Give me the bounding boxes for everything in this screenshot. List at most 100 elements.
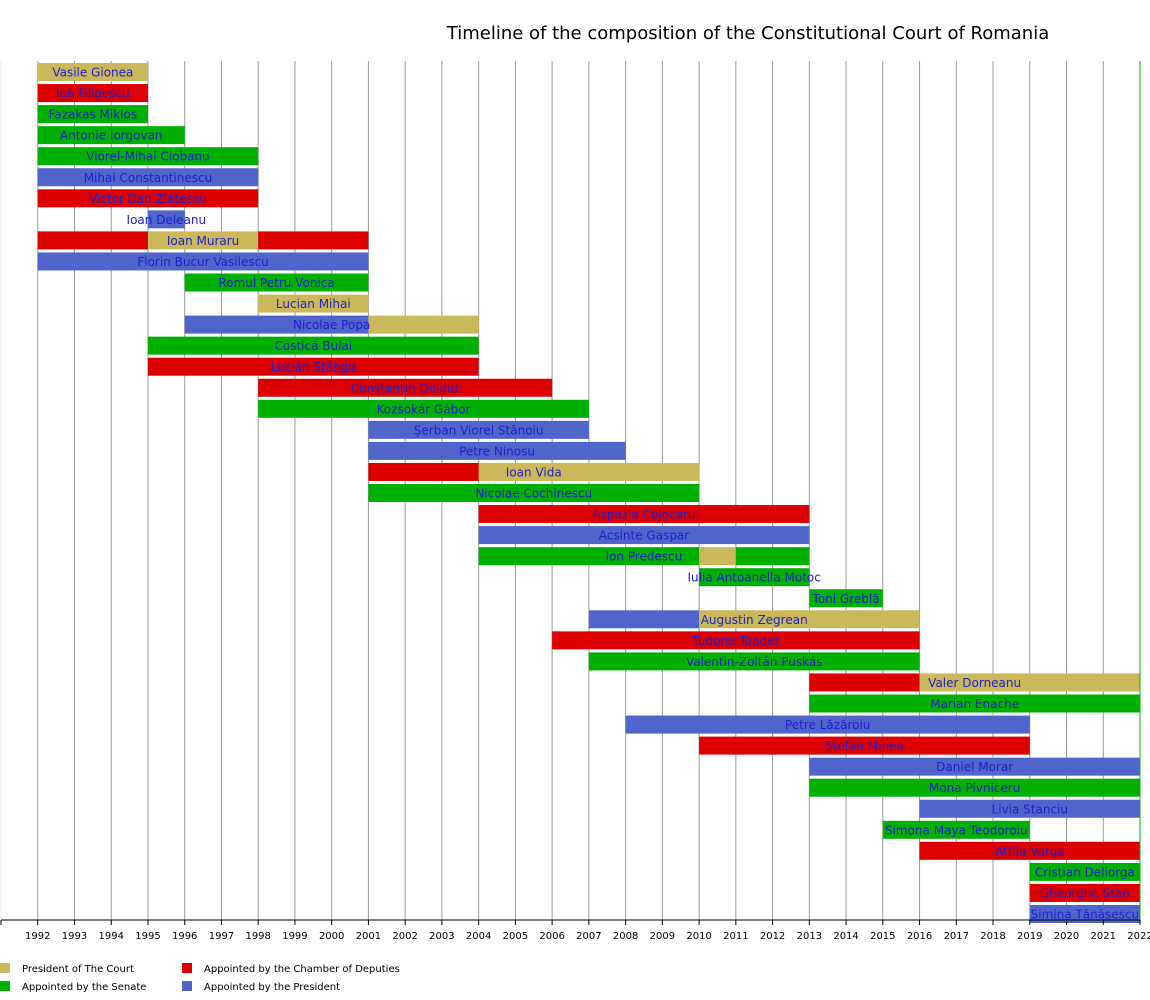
- member-row: Cristian Deliorga: [1029, 862, 1140, 881]
- term-bar: [368, 462, 479, 481]
- member-row: Kozsokár Gábor: [258, 399, 589, 418]
- member-row: Ioan Deleanu: [127, 210, 206, 229]
- member-name: Şerban Viorel Stănoiu: [414, 423, 544, 437]
- member-name: Attila Varga: [995, 844, 1065, 858]
- x-tick-label: 2000: [319, 931, 344, 942]
- x-tick-label: 2006: [539, 931, 564, 942]
- member-row: Lucian Stângu: [147, 357, 479, 376]
- member-name: Mona Pivniceru: [929, 781, 1020, 795]
- x-tick-label: 2016: [907, 931, 932, 942]
- term-bar: [478, 547, 700, 566]
- x-tick-label: 2002: [392, 931, 417, 942]
- member-row: Simina Tănăsescu: [1029, 905, 1140, 923]
- member-name: Petre Lăzăroiu: [785, 718, 870, 732]
- member-name: Romul Petru Vonica: [218, 276, 334, 290]
- member-row: Nicolae Popa: [184, 315, 479, 334]
- term-bar: [368, 484, 700, 502]
- x-tick-label: 2008: [613, 931, 638, 942]
- member-row: Mihai Constantinescu: [37, 168, 259, 187]
- term-bar: [919, 673, 1140, 692]
- member-row: Ioan Muraru: [37, 231, 369, 250]
- term-bar: [625, 715, 1030, 734]
- term-bar: [699, 568, 810, 587]
- term-bar: [735, 547, 810, 566]
- x-tick-label: 2019: [1017, 931, 1042, 942]
- term-bar: [699, 736, 1030, 755]
- member-name: Victor-Dan Zlătescu: [89, 192, 207, 206]
- term-bar: [919, 799, 1140, 818]
- member-name: Tudorel Toader: [691, 634, 779, 648]
- term-bar: [1029, 905, 1140, 923]
- term-bar: [809, 589, 883, 608]
- term-bar: [37, 105, 148, 124]
- member-row: Ştefan Minea: [699, 736, 1030, 755]
- term-bar: [588, 652, 920, 671]
- legend-swatch: [182, 981, 192, 991]
- term-bar: [1029, 862, 1140, 881]
- member-row: Ion Filipescu: [37, 84, 148, 103]
- term-bar: [184, 273, 369, 292]
- member-name: Mihai Constantinescu: [84, 171, 213, 185]
- term-bar: [37, 147, 259, 166]
- term-bar: [147, 357, 479, 376]
- member-name: Florin Bucur Vasilescu: [137, 255, 268, 269]
- member-row: Valer Dorneanu: [809, 673, 1140, 692]
- x-tick-label: 2010: [686, 931, 711, 942]
- member-name: Cristian Deliorga: [1035, 865, 1135, 879]
- legend-item: Appointed by the Senate: [0, 981, 146, 993]
- x-tick-label: 1995: [135, 931, 160, 942]
- x-tick-label: 1994: [98, 931, 123, 942]
- term-bar: [478, 462, 700, 481]
- member-row: Acsinte Gaspar: [478, 526, 810, 545]
- term-bar: [37, 231, 148, 250]
- member-row: Attila Varga: [919, 841, 1140, 860]
- term-bar: [258, 399, 589, 418]
- member-name: Augustin Zegrean: [701, 613, 808, 627]
- x-tick-label: 2004: [466, 931, 491, 942]
- member-name: Costică Bulai: [274, 339, 352, 353]
- member-name: Kozsokár Gábor: [377, 402, 471, 416]
- member-name: Simona Maya Teodoroiu: [885, 823, 1028, 837]
- member-row: Aspazia Cojocaru: [478, 505, 810, 524]
- term-bar: [37, 252, 369, 271]
- member-name: Daniel Morar: [936, 760, 1013, 774]
- term-bar: [1029, 883, 1140, 902]
- member-row: Florin Bucur Vasilescu: [37, 252, 369, 271]
- member-name: Viorel-Mihai Ciobanu: [86, 150, 209, 164]
- term-bar: [184, 315, 369, 334]
- x-tick-label: 2013: [797, 931, 822, 942]
- term-bar: [368, 315, 479, 334]
- x-tick-label: 2017: [944, 931, 969, 942]
- member-row: Lucian Mihai: [258, 294, 369, 313]
- term-bar: [552, 631, 920, 650]
- legend-swatch: [182, 963, 192, 973]
- legend-label: President of The Court: [22, 964, 134, 975]
- legend-label: Appointed by the President: [204, 982, 340, 993]
- member-row: Viorel-Mihai Ciobanu: [37, 147, 259, 166]
- legend-item: Appointed by the Chamber of Deputies: [182, 963, 400, 975]
- member-name: Ioan Vida: [506, 465, 562, 479]
- term-bar: [478, 526, 810, 545]
- legend-item: President of The Court: [0, 963, 134, 975]
- x-axis: 1992 1993 1994 1995 1996 1997 1998 1999 2000 2001…: [0, 61, 1150, 942]
- member-row: Toni Greblă: [809, 589, 883, 608]
- x-tick-label: 1998: [245, 931, 270, 942]
- legend-swatch: [0, 963, 10, 973]
- x-tick-label: 2001: [356, 931, 381, 942]
- x-tick-label: 2009: [650, 931, 675, 942]
- legend-label: Appointed by the Senate: [22, 982, 146, 993]
- member-row: Antonie Iorgovan: [37, 126, 185, 145]
- member-name: Nicolae Popa: [293, 318, 370, 332]
- term-bar: [258, 378, 553, 397]
- x-tick-label: 1999: [282, 931, 307, 942]
- member-row: Petre Lăzăroiu: [625, 715, 1030, 734]
- term-bar: [809, 673, 920, 692]
- member-name: Valentin-Zoltán Puskás: [686, 655, 823, 669]
- term-bar: [258, 231, 369, 250]
- member-row: Romul Petru Vonica: [184, 273, 369, 292]
- member-name: Constantin Doldur: [351, 381, 460, 395]
- member-name: Aspazia Cojocaru: [592, 508, 695, 522]
- member-name: Antonie Iorgovan: [60, 129, 163, 143]
- member-row: Vasile Gionea: [37, 63, 148, 81]
